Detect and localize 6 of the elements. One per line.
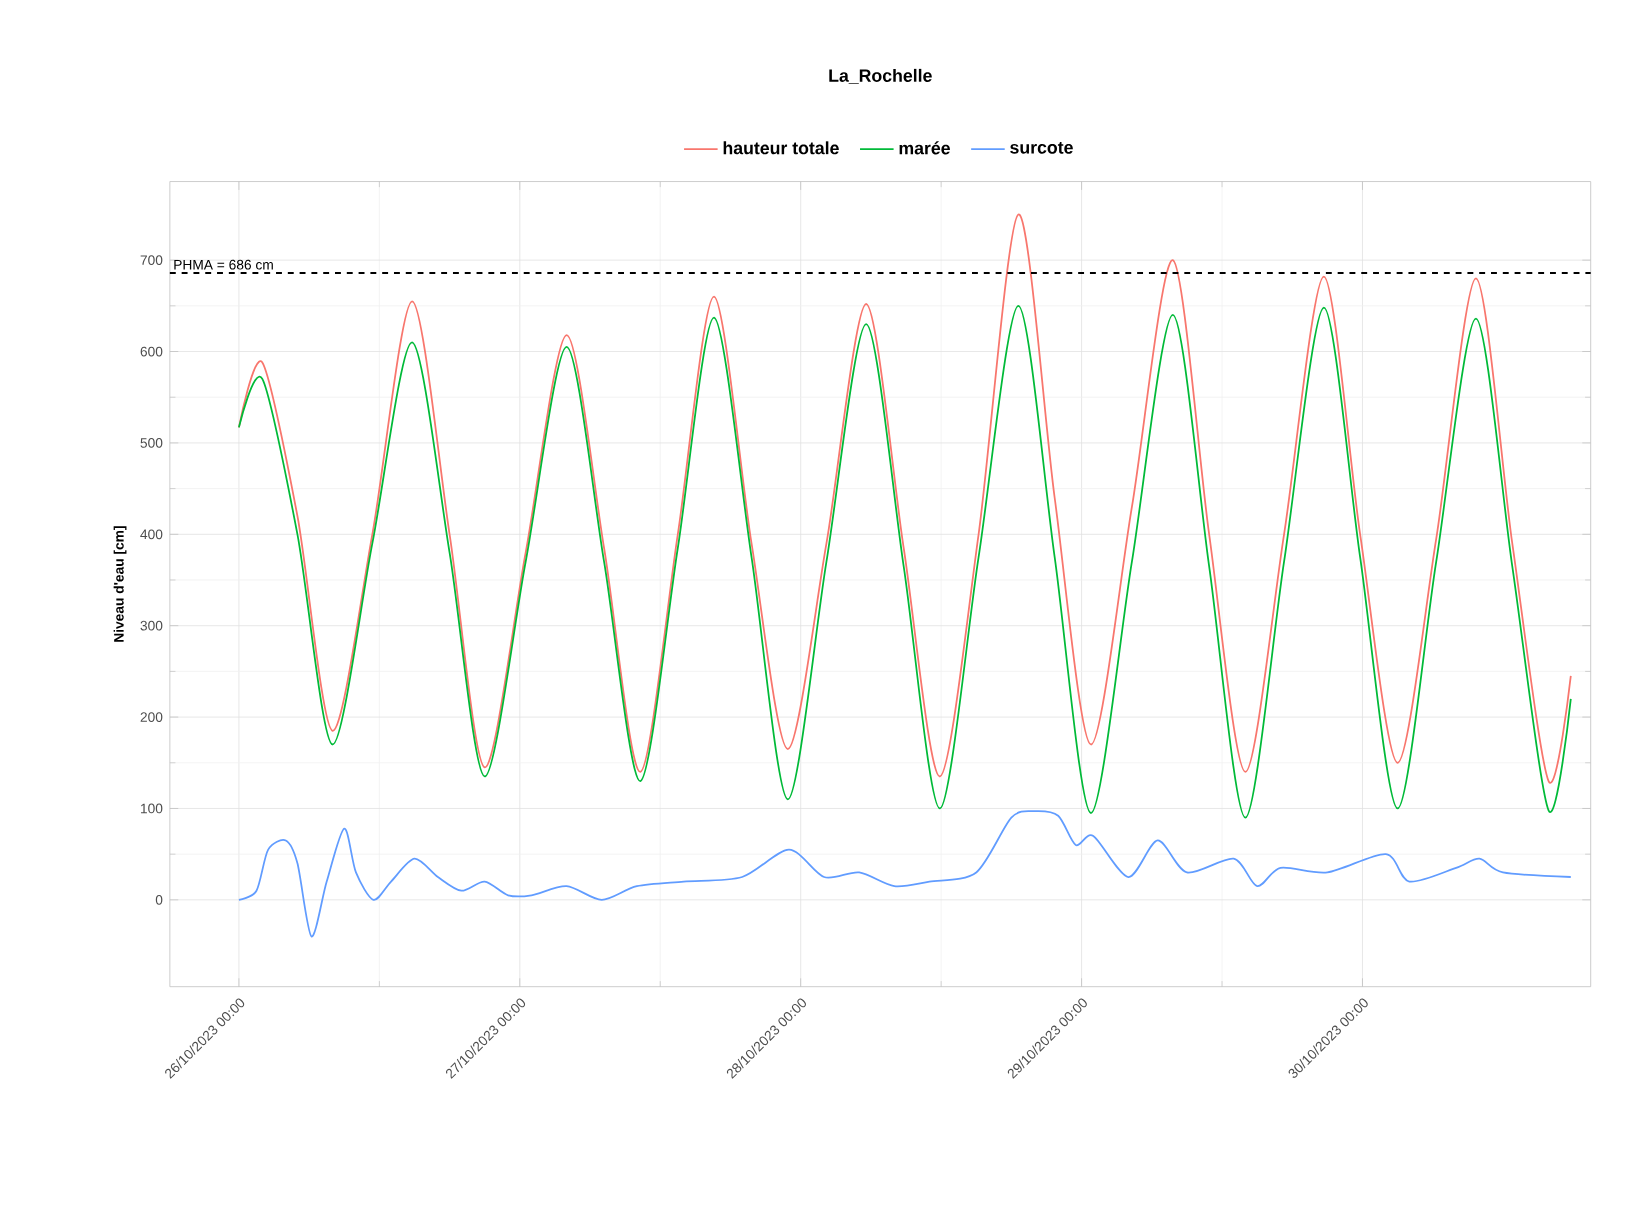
line-series	[238, 305, 1572, 819]
line-series	[238, 810, 1572, 938]
legend-label: hauteur totale	[723, 141, 839, 155]
legend-label: surcote	[1010, 142, 1073, 154]
legend-label: marée	[899, 141, 950, 155]
chart-title: La_Rochelle	[829, 69, 932, 84]
